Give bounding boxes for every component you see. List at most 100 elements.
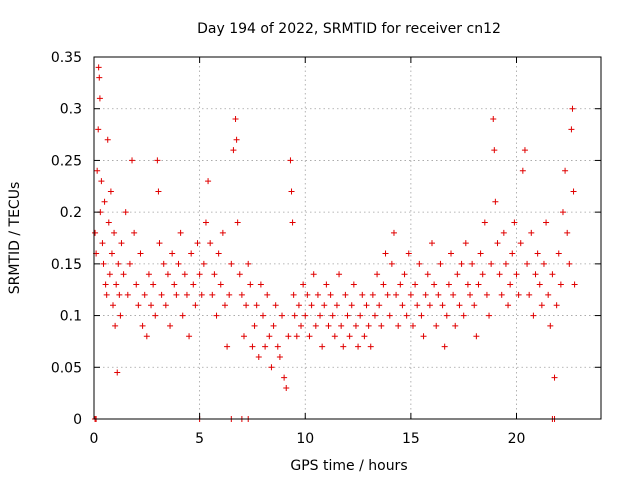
chart-title: Day 194 of 2022, SRMTID for receiver cn1… xyxy=(197,21,501,37)
data-point xyxy=(95,126,102,133)
y-tick-label: 0.05 xyxy=(51,360,82,376)
data-point xyxy=(454,271,461,278)
data-point xyxy=(327,291,334,298)
data-point xyxy=(325,322,332,329)
data-point xyxy=(538,302,545,309)
data-point xyxy=(175,260,182,267)
data-point xyxy=(224,343,231,350)
y-axis-title: SRMTID / TECUs xyxy=(7,182,23,295)
data-point xyxy=(306,333,313,340)
data-point xyxy=(530,312,537,319)
data-point xyxy=(200,260,207,267)
data-point xyxy=(521,147,528,154)
data-point xyxy=(507,281,514,288)
data-point xyxy=(310,271,317,278)
data-point xyxy=(243,302,250,309)
y-tick-label: 0.35 xyxy=(51,50,82,66)
data-point xyxy=(288,188,295,195)
data-point xyxy=(283,384,290,391)
data-point xyxy=(384,291,391,298)
x-tick-labels: 0 5 10 15 20 xyxy=(90,431,526,447)
data-point xyxy=(551,374,558,381)
x-tick-label: 10 xyxy=(296,431,314,447)
x-tick-label: 15 xyxy=(402,431,420,447)
data-point xyxy=(464,281,471,288)
data-point xyxy=(314,291,321,298)
data-point xyxy=(194,240,201,247)
data-point xyxy=(126,260,133,267)
data-point xyxy=(233,136,240,143)
data-point xyxy=(418,312,425,319)
data-point xyxy=(290,291,297,298)
data-point xyxy=(129,157,136,164)
data-point xyxy=(107,188,114,195)
x-tick-label: 5 xyxy=(195,431,204,447)
data-point xyxy=(236,271,243,278)
data-point xyxy=(262,343,269,350)
data-point xyxy=(171,281,178,288)
data-point xyxy=(401,271,408,278)
data-point xyxy=(386,312,393,319)
data-point xyxy=(279,312,286,319)
data-point xyxy=(344,312,351,319)
data-point xyxy=(469,260,476,267)
data-point xyxy=(289,219,296,226)
data-point xyxy=(251,322,258,329)
data-point xyxy=(338,322,345,329)
axis-ticks xyxy=(93,56,601,420)
data-point xyxy=(266,333,273,340)
data-point xyxy=(435,291,442,298)
data-point xyxy=(350,281,357,288)
data-point xyxy=(115,260,122,267)
data-point xyxy=(422,291,429,298)
data-point xyxy=(559,209,566,216)
data-point xyxy=(131,229,138,236)
data-point xyxy=(98,178,105,185)
data-point xyxy=(397,281,404,288)
data-point xyxy=(528,229,535,236)
data-point xyxy=(215,250,222,257)
data-point xyxy=(450,291,457,298)
data-point xyxy=(274,343,281,350)
data-point xyxy=(382,250,389,257)
data-point xyxy=(238,291,245,298)
data-point xyxy=(429,240,435,247)
data-point xyxy=(371,312,378,319)
y-tick-label: 0.1 xyxy=(60,309,82,325)
data-point xyxy=(420,333,427,340)
data-point xyxy=(407,291,414,298)
data-point xyxy=(190,281,197,288)
data-point xyxy=(492,198,499,205)
y-tick-label: 0.3 xyxy=(60,102,82,118)
data-point xyxy=(412,281,419,288)
plot-frame xyxy=(93,56,602,420)
data-point xyxy=(150,281,157,288)
data-point xyxy=(536,281,543,288)
y-tick-label: 0.2 xyxy=(60,205,82,221)
data-point xyxy=(183,291,190,298)
data-point xyxy=(167,322,174,329)
data-point xyxy=(477,250,484,257)
data-point xyxy=(513,271,520,278)
data-point xyxy=(110,302,117,309)
data-point xyxy=(122,209,129,216)
data-point xyxy=(285,333,292,340)
data-point xyxy=(255,353,262,360)
data-point xyxy=(409,322,416,329)
data-point xyxy=(145,271,152,278)
data-point xyxy=(260,312,266,319)
data-point xyxy=(276,353,283,360)
data-point xyxy=(230,147,237,154)
data-point xyxy=(319,343,326,350)
data-point xyxy=(569,105,576,112)
data-point xyxy=(342,291,349,298)
data-point xyxy=(547,322,554,329)
data-point xyxy=(491,147,498,154)
data-point xyxy=(196,271,203,278)
data-point xyxy=(380,281,387,288)
data-point xyxy=(403,312,410,319)
data-point xyxy=(169,250,176,257)
data-point xyxy=(336,271,343,278)
data-point xyxy=(287,157,294,164)
